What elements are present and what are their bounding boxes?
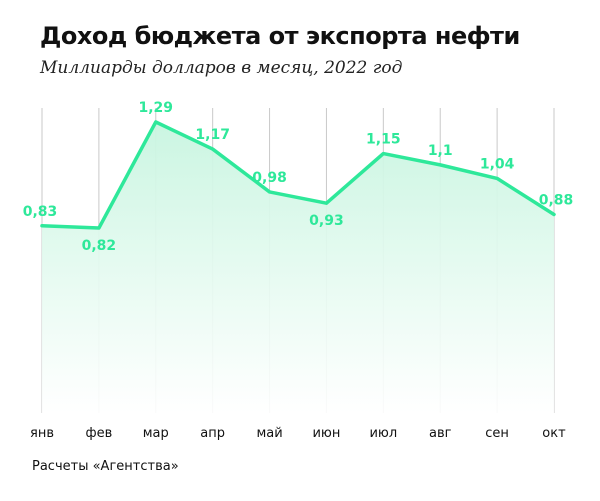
x-tick-label-июн: июн bbox=[312, 426, 340, 441]
x-tick-label-фев: фев bbox=[85, 426, 112, 441]
chart-subtitle: Миллиарды долларов в месяц, 2022 год bbox=[40, 58, 403, 78]
x-tick-label-июл: июл bbox=[369, 426, 397, 441]
data-label-фев: 0,82 bbox=[82, 238, 117, 254]
series-line bbox=[40, 120, 556, 230]
x-tick-label-апр: апр bbox=[200, 426, 225, 441]
data-label-окт: 0,88 bbox=[539, 192, 574, 208]
series-area bbox=[42, 122, 554, 413]
x-tick-label-мар: мар bbox=[143, 426, 169, 441]
x-tick-label-янв: янв bbox=[30, 426, 54, 441]
source-note: Расчеты «Агентства» bbox=[32, 459, 179, 474]
x-tick-label-май: май bbox=[256, 426, 282, 441]
data-label-мар: 1,29 bbox=[139, 100, 174, 116]
data-label-май: 0,98 bbox=[252, 170, 287, 186]
data-label-июн: 0,93 bbox=[309, 213, 344, 229]
x-tick-label-окт: окт bbox=[542, 426, 566, 441]
chart-title: Доход бюджета от экспорта нефти bbox=[40, 22, 520, 50]
data-label-сен: 1,04 bbox=[480, 156, 515, 172]
data-label-апр: 1,17 bbox=[195, 127, 230, 143]
x-tick-label-авг: авг bbox=[429, 426, 452, 441]
data-label-янв: 0,83 bbox=[23, 204, 58, 220]
data-label-июл: 1,15 bbox=[366, 132, 401, 148]
x-tick-label-сен: сен bbox=[485, 426, 509, 441]
data-label-авг: 1,1 bbox=[428, 143, 453, 159]
